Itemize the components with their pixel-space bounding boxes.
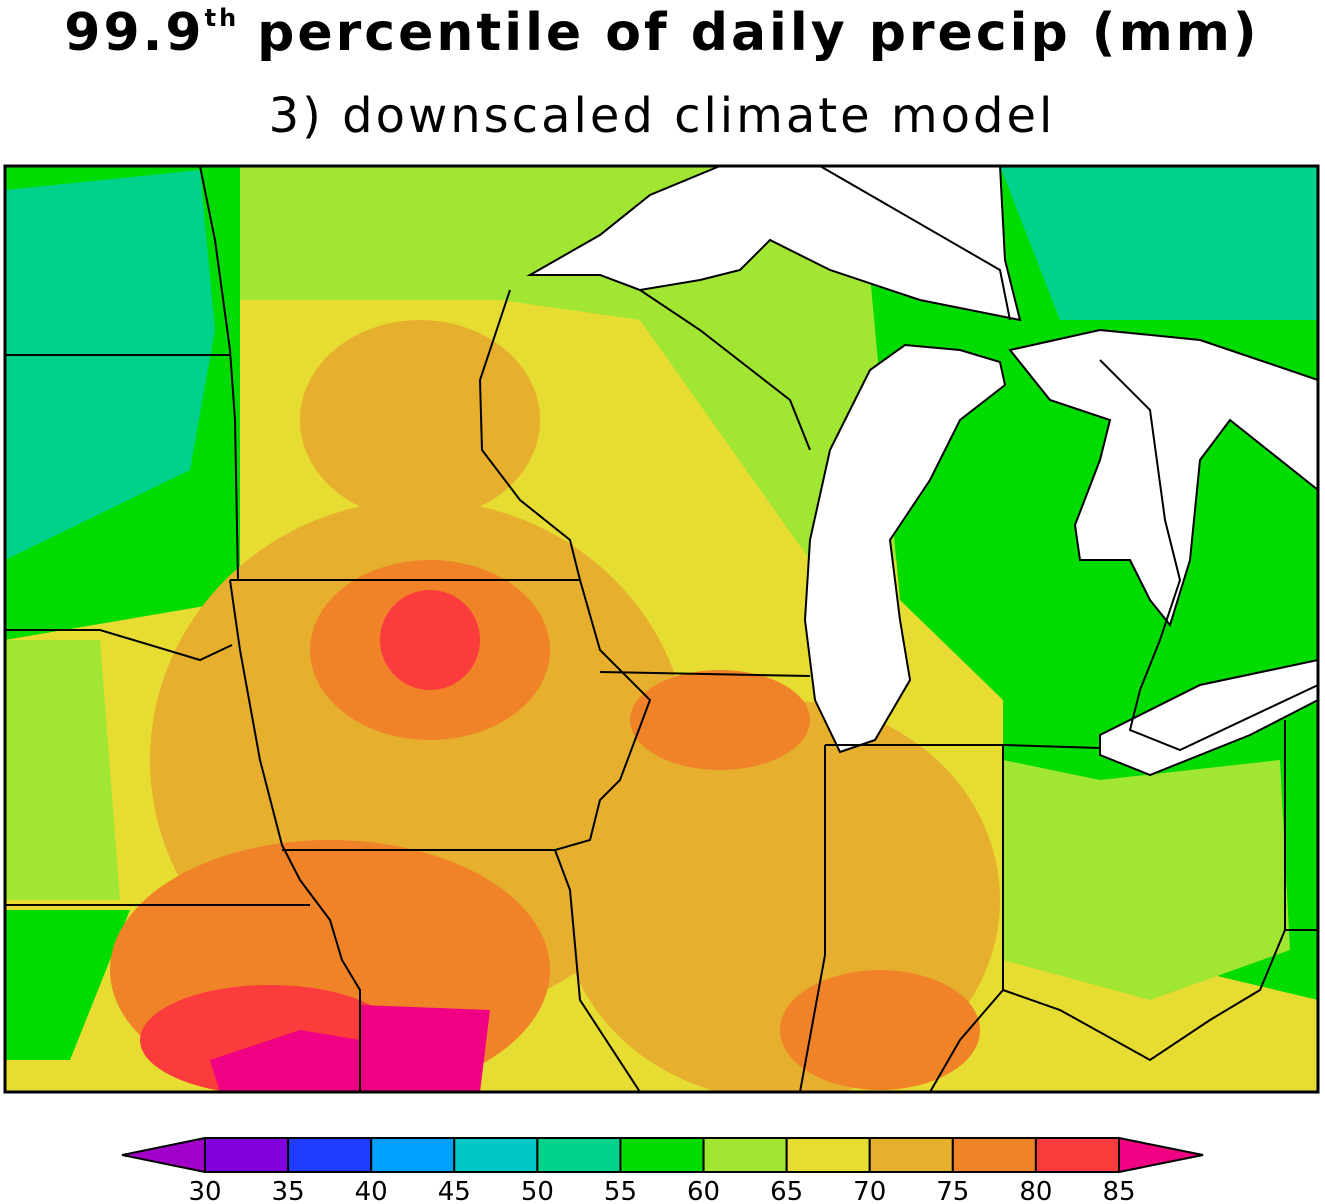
colorbar-under bbox=[121, 1136, 206, 1174]
title-lead: 99.9 bbox=[64, 3, 204, 63]
map-region bbox=[5, 910, 130, 1060]
map-region bbox=[1003, 760, 1290, 1000]
map-region bbox=[380, 590, 480, 690]
border bbox=[819, 166, 1011, 321]
lake-michigan bbox=[803, 343, 1007, 754]
colorbar-tick-label: 75 bbox=[936, 1177, 969, 1204]
colorbar-box bbox=[785, 1137, 871, 1173]
map-region bbox=[5, 170, 215, 560]
state-border bbox=[929, 745, 1004, 1092]
colorbar-tick-label: 30 bbox=[188, 1177, 221, 1204]
colorbar-box bbox=[287, 1137, 373, 1173]
title-rest: percentile of daily precip (mm) bbox=[257, 3, 1260, 63]
border bbox=[1099, 359, 1318, 752]
colorbar-tick-label: 65 bbox=[770, 1177, 803, 1204]
map-region bbox=[5, 640, 120, 900]
colorbar-box bbox=[702, 1137, 788, 1173]
colorbar-tick-label: 85 bbox=[1102, 1177, 1135, 1204]
subtitle: 3) downscaled climate model bbox=[269, 88, 1056, 144]
colorbar: 30 35 40 45 50 55 60 65 70 75 80 85 bbox=[121, 1136, 1204, 1204]
colorbar-box bbox=[453, 1137, 539, 1173]
colorbar-box bbox=[951, 1137, 1037, 1173]
state-border bbox=[5, 629, 233, 662]
state-border bbox=[229, 579, 361, 1092]
state-border bbox=[599, 671, 811, 677]
map-region bbox=[300, 320, 540, 520]
colorbar-over bbox=[1118, 1136, 1204, 1174]
map bbox=[3, 164, 1320, 1094]
map-region bbox=[780, 970, 980, 1090]
lake-erie bbox=[1099, 658, 1318, 777]
state-border bbox=[478, 289, 652, 1092]
colorbar-tick-label: 40 bbox=[355, 1177, 388, 1204]
map-region bbox=[1140, 1000, 1318, 1092]
colorbar-box bbox=[536, 1137, 622, 1173]
title: 99.9th percentile of daily precip (mm) bbox=[64, 3, 1259, 63]
colorbar-tick-label: 80 bbox=[1019, 1177, 1052, 1204]
colorbar-tick-label: 70 bbox=[853, 1177, 886, 1204]
map-region bbox=[1000, 166, 1318, 320]
colorbar-tick-label: 55 bbox=[604, 1177, 637, 1204]
lake-huron bbox=[1008, 328, 1318, 628]
colorbar-box bbox=[1034, 1137, 1120, 1173]
title-superscript: th bbox=[205, 4, 240, 32]
state-border bbox=[199, 166, 239, 581]
colorbar-tick-label: 45 bbox=[438, 1177, 471, 1204]
state-border bbox=[799, 745, 826, 1092]
colorbar-box bbox=[370, 1137, 456, 1173]
map-region bbox=[630, 670, 810, 770]
state-border bbox=[639, 289, 811, 451]
colorbar-tick-label: 35 bbox=[272, 1177, 305, 1204]
colorbar-box bbox=[204, 1137, 290, 1173]
map-region bbox=[360, 1005, 490, 1092]
colorbar-box bbox=[619, 1137, 705, 1173]
map-frame bbox=[3, 164, 1320, 1094]
colorbar-tick-label: 60 bbox=[687, 1177, 720, 1204]
map-region bbox=[230, 166, 1000, 560]
colorbar-tick-label: 50 bbox=[521, 1177, 554, 1204]
lake-superior bbox=[526, 166, 1022, 322]
colorbar-box bbox=[868, 1137, 954, 1173]
map-region bbox=[210, 1030, 360, 1092]
